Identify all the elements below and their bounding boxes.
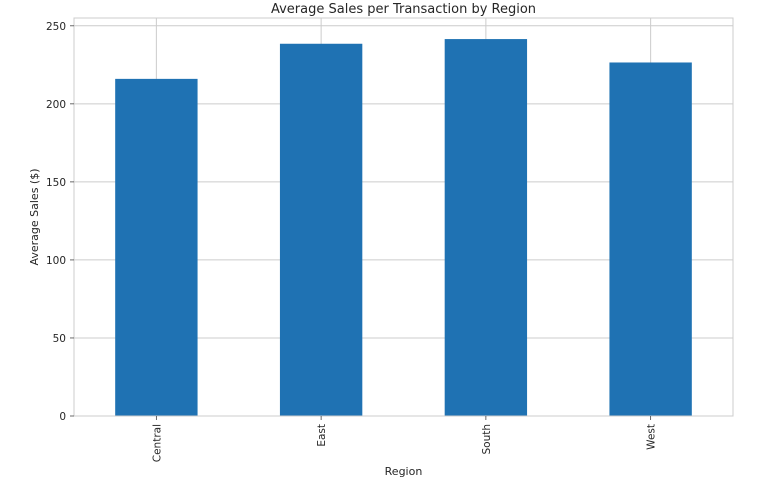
x-tick-label: Central — [151, 424, 163, 462]
y-tick-label: 0 — [59, 411, 66, 423]
x-tick-label: South — [481, 424, 493, 455]
bar-west — [609, 62, 692, 416]
bars — [115, 39, 692, 417]
y-tick-label: 50 — [53, 333, 66, 345]
y-tick-label: 200 — [46, 99, 66, 111]
y-tick-label: 250 — [46, 21, 66, 33]
x-tick-label: West — [646, 424, 658, 450]
y-tick-label: 150 — [46, 177, 66, 189]
x-axis-label: Region — [385, 465, 423, 478]
bar-central — [115, 78, 198, 416]
plot-frame — [73, 17, 734, 417]
x-tick-label: East — [316, 424, 328, 447]
y-tick-label: 100 — [46, 255, 66, 267]
y-axis-label: Average Sales ($) — [28, 168, 41, 265]
x-axis: Central East South West — [151, 416, 658, 462]
bar-east — [279, 43, 363, 417]
chart-title: Average Sales per Transaction by Region — [271, 2, 536, 17]
y-axis: 0 50 100 150 200 250 — [46, 21, 74, 423]
bar-south — [444, 39, 528, 416]
